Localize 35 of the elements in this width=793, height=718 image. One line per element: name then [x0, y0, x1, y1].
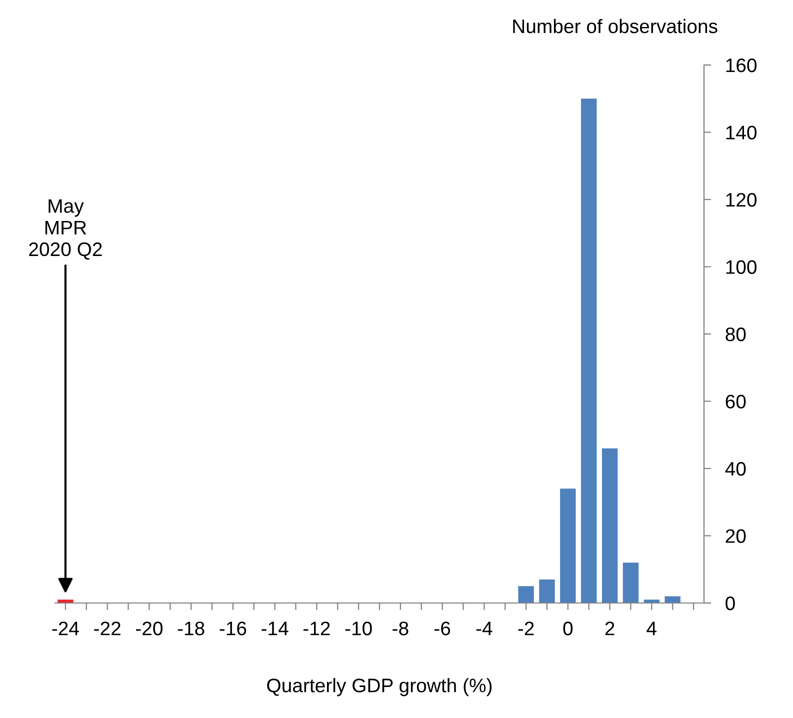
y-tick-label: 0 — [726, 596, 735, 610]
x-tick-label: -24 — [52, 622, 79, 636]
y-tick-label: 160 — [726, 58, 757, 72]
x-tick-label: -12 — [304, 622, 330, 636]
x-tick-label: -14 — [262, 622, 288, 636]
x-tick-label: 0 — [563, 622, 573, 636]
y-tick-label: 80 — [726, 327, 746, 342]
bar — [518, 586, 534, 603]
x-tick-label: -22 — [94, 622, 120, 636]
y-tick-label: 20 — [726, 529, 746, 543]
bar — [581, 98, 597, 603]
x-tick-label: -18 — [178, 622, 204, 636]
x-axis-title: Quarterly GDP growth (%) — [267, 678, 492, 696]
bar — [622, 562, 639, 603]
bar — [664, 596, 680, 603]
bar — [602, 448, 618, 603]
annotation: May MPR 2020 Q2 — [29, 199, 102, 260]
y-tick-label: 60 — [726, 394, 746, 408]
y-tick-label: 140 — [726, 126, 757, 140]
x-tick-label: -2 — [518, 622, 534, 636]
x-tick-label: -16 — [220, 622, 246, 636]
x-tick-label: -10 — [345, 622, 372, 636]
x-tick-label: -6 — [434, 622, 450, 636]
x-tick-label: 4 — [646, 622, 656, 636]
bar — [58, 600, 74, 603]
x-tick-label: 2 — [605, 622, 614, 636]
x-tick-label: -8 — [392, 622, 408, 636]
bar — [560, 488, 576, 603]
x-tick-label: -20 — [136, 622, 162, 636]
y-tick-label: 100 — [726, 260, 757, 274]
bar — [539, 579, 555, 603]
y-axis-title: Number of observations — [513, 18, 718, 34]
x-tick-label: -4 — [476, 622, 492, 636]
y-tick-label: 40 — [725, 462, 746, 476]
y-tick-label: 120 — [726, 192, 757, 207]
